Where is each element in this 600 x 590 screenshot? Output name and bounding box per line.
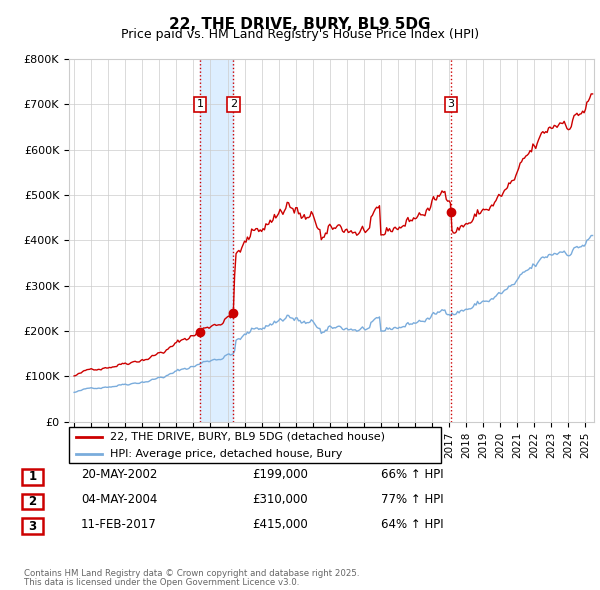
Text: £415,000: £415,000 [252, 518, 308, 531]
Text: 04-MAY-2004: 04-MAY-2004 [81, 493, 157, 506]
Text: 2: 2 [28, 495, 37, 508]
Text: 66% ↑ HPI: 66% ↑ HPI [381, 468, 443, 481]
Text: £310,000: £310,000 [252, 493, 308, 506]
Text: Price paid vs. HM Land Registry's House Price Index (HPI): Price paid vs. HM Land Registry's House … [121, 28, 479, 41]
Text: 77% ↑ HPI: 77% ↑ HPI [381, 493, 443, 506]
Text: Contains HM Land Registry data © Crown copyright and database right 2025.: Contains HM Land Registry data © Crown c… [24, 569, 359, 578]
Text: 11-FEB-2017: 11-FEB-2017 [81, 518, 157, 531]
Text: 3: 3 [448, 99, 454, 109]
Text: 22, THE DRIVE, BURY, BL9 5DG (detached house): 22, THE DRIVE, BURY, BL9 5DG (detached h… [110, 432, 385, 442]
Text: 22, THE DRIVE, BURY, BL9 5DG: 22, THE DRIVE, BURY, BL9 5DG [169, 17, 431, 31]
Text: This data is licensed under the Open Government Licence v3.0.: This data is licensed under the Open Gov… [24, 578, 299, 587]
Text: 1: 1 [28, 470, 37, 483]
Text: HPI: Average price, detached house, Bury: HPI: Average price, detached house, Bury [110, 449, 342, 459]
Text: £199,000: £199,000 [252, 468, 308, 481]
Text: 20-MAY-2002: 20-MAY-2002 [81, 468, 157, 481]
Bar [200, 59, 233, 422]
Text: 2: 2 [230, 99, 237, 109]
Text: 1: 1 [196, 99, 203, 109]
Text: 64% ↑ HPI: 64% ↑ HPI [381, 518, 443, 531]
Text: 3: 3 [28, 520, 37, 533]
